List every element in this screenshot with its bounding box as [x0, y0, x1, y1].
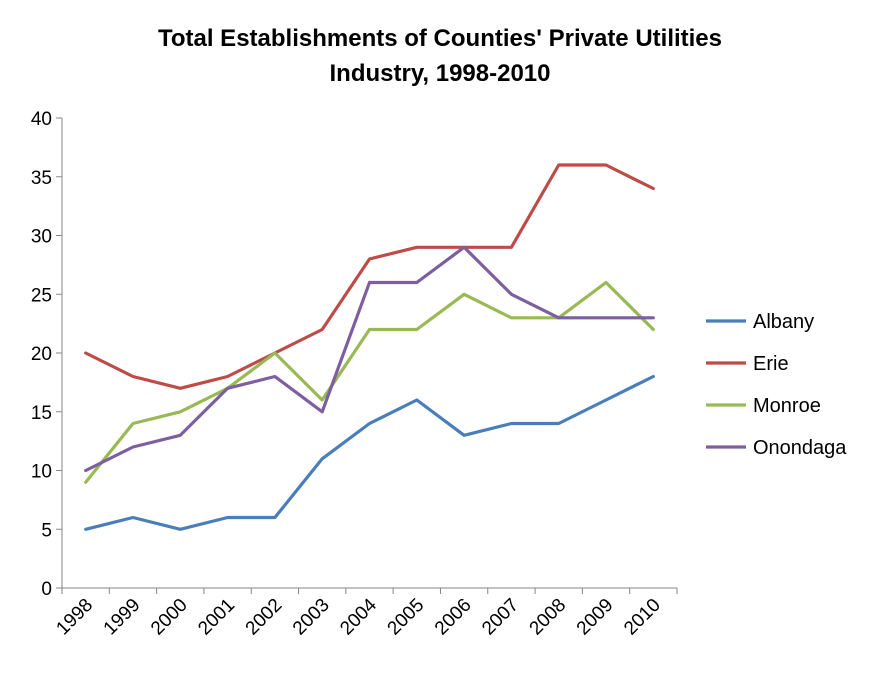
- y-tick-label: 0: [41, 579, 52, 600]
- x-tick-label: 2001: [194, 595, 239, 640]
- x-tick-label: 2000: [147, 595, 192, 640]
- legend-label: Erie: [753, 353, 789, 375]
- y-tick-label: 20: [31, 344, 52, 365]
- series-lines: [84, 163, 655, 531]
- x-tick-label: 2009: [573, 595, 618, 640]
- y-tick-label: 10: [31, 462, 52, 483]
- y-tick-label: 25: [31, 285, 52, 306]
- chart-title-line-1: Total Establishments of Counties' Privat…: [158, 25, 722, 52]
- x-tick-label: 1999: [100, 595, 145, 640]
- y-tick-label: 35: [31, 168, 52, 189]
- y-tick-label: 40: [31, 109, 52, 130]
- x-tick-label: 2004: [336, 594, 381, 639]
- x-tick-label: 2002: [242, 595, 287, 640]
- x-tick-label: 2008: [526, 595, 571, 640]
- y-tick-label: 5: [41, 520, 52, 541]
- y-tick-label: 30: [31, 227, 52, 248]
- legend-label: Onondaga: [753, 437, 847, 459]
- series-line-onondaga: [84, 245, 655, 473]
- x-tick-label: 2007: [478, 595, 523, 640]
- x-tick-label: 2003: [289, 595, 334, 640]
- series-line-albany: [84, 374, 655, 531]
- chart-title-line-2: Industry, 1998-2010: [329, 60, 550, 87]
- legend-label: Albany: [753, 311, 814, 333]
- x-tick-label: 2010: [620, 595, 665, 640]
- x-tick-label: 2006: [431, 595, 476, 640]
- series-line-monroe: [84, 280, 655, 484]
- x-tick-label: 2005: [384, 595, 429, 640]
- y-tick-label: 15: [31, 403, 52, 424]
- legend-label: Monroe: [753, 395, 821, 417]
- series-line-erie: [84, 163, 655, 390]
- x-tick-label: 1998: [52, 595, 97, 640]
- legend: Albany Erie Monroe Onondaga: [706, 311, 847, 459]
